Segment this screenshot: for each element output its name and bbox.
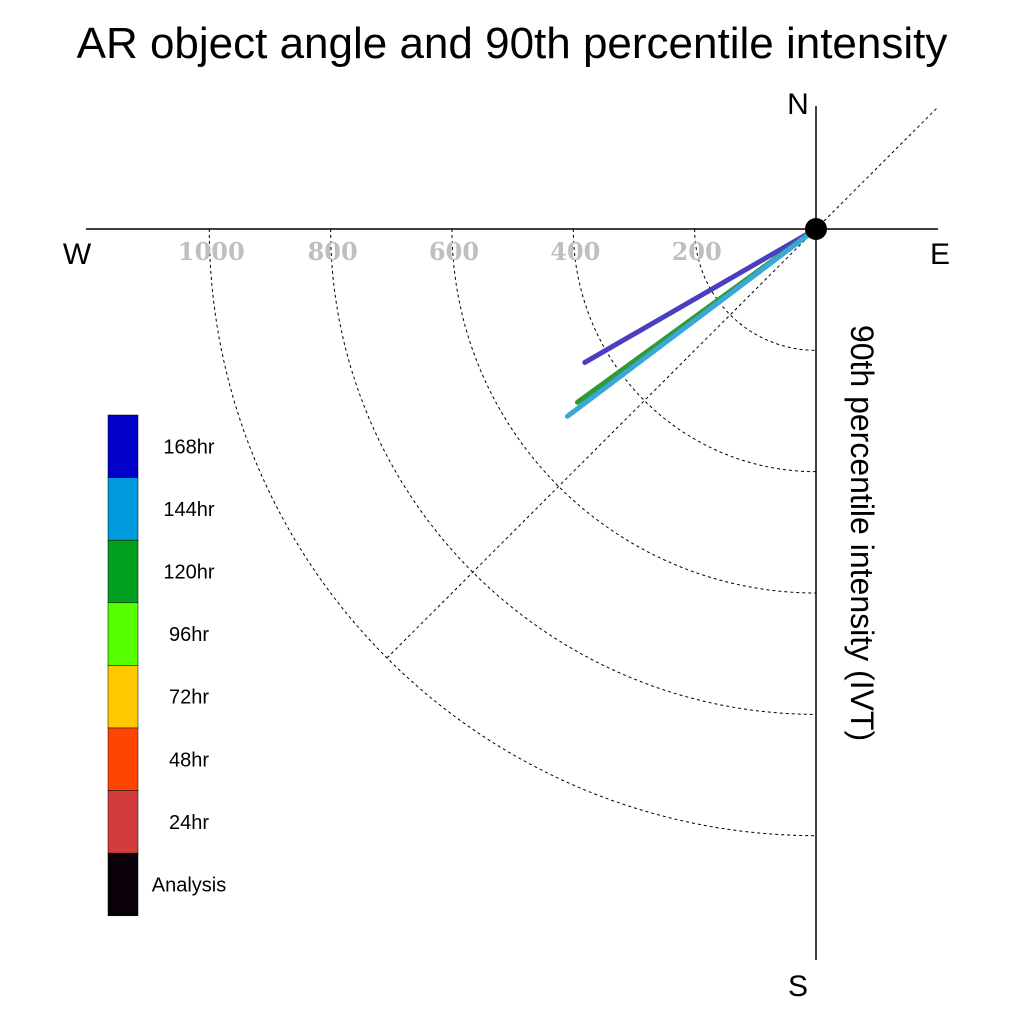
legend-swatch: [107, 602, 139, 666]
south-label: S: [788, 970, 808, 1003]
west-label: W: [63, 238, 92, 271]
legend-swatch: [107, 852, 139, 917]
legend-swatch: [107, 477, 139, 541]
grid-ring: [572, 228, 817, 473]
legend: 168hr 144hr 120hr 96hr 72hr 48hr 24hr Analysis: [107, 414, 226, 917]
grid-ring: [330, 228, 817, 715]
series-lines: [564, 226, 819, 419]
radial-tick-label: 800: [308, 237, 358, 266]
grid-ring: [451, 228, 817, 594]
legend-swatch: [107, 414, 139, 478]
radial-tick-label: 200: [672, 237, 722, 266]
series-line-144hr: [564, 226, 819, 419]
legend-swatch: [107, 790, 139, 854]
east-label: E: [930, 238, 950, 271]
radial-tick-label: 1000: [178, 237, 245, 266]
north-label: N: [787, 88, 809, 121]
legend-label: 168hr: [163, 436, 214, 458]
legend-swatch: [107, 539, 139, 604]
intensity-axis-title: 90th percentile intensity (IVT): [844, 325, 880, 741]
chart-title: AR object angle and 90th percentile inte…: [77, 19, 948, 68]
legend-label: 144hr: [163, 499, 214, 521]
grid-ring: [694, 228, 817, 351]
radial-tick-label: 400: [550, 237, 600, 266]
grid: [208, 106, 939, 837]
series-line-168hr: [582, 226, 819, 365]
legend-label: 24hr: [169, 812, 209, 834]
legend-label: Analysis: [152, 875, 226, 897]
axes: [86, 106, 938, 960]
legend-label: 120hr: [163, 562, 214, 584]
legend-label: 72hr: [169, 687, 209, 709]
origin-marker: [805, 218, 827, 240]
radial-tick-labels: 200 400 600 800 1000: [178, 237, 722, 266]
diagonal-grid-line: [386, 106, 939, 659]
legend-label: 96hr: [169, 624, 209, 646]
legend-label: 48hr: [169, 749, 209, 771]
legend-swatch: [107, 665, 139, 729]
legend-swatch: [107, 727, 139, 791]
radial-tick-label: 600: [429, 237, 479, 266]
